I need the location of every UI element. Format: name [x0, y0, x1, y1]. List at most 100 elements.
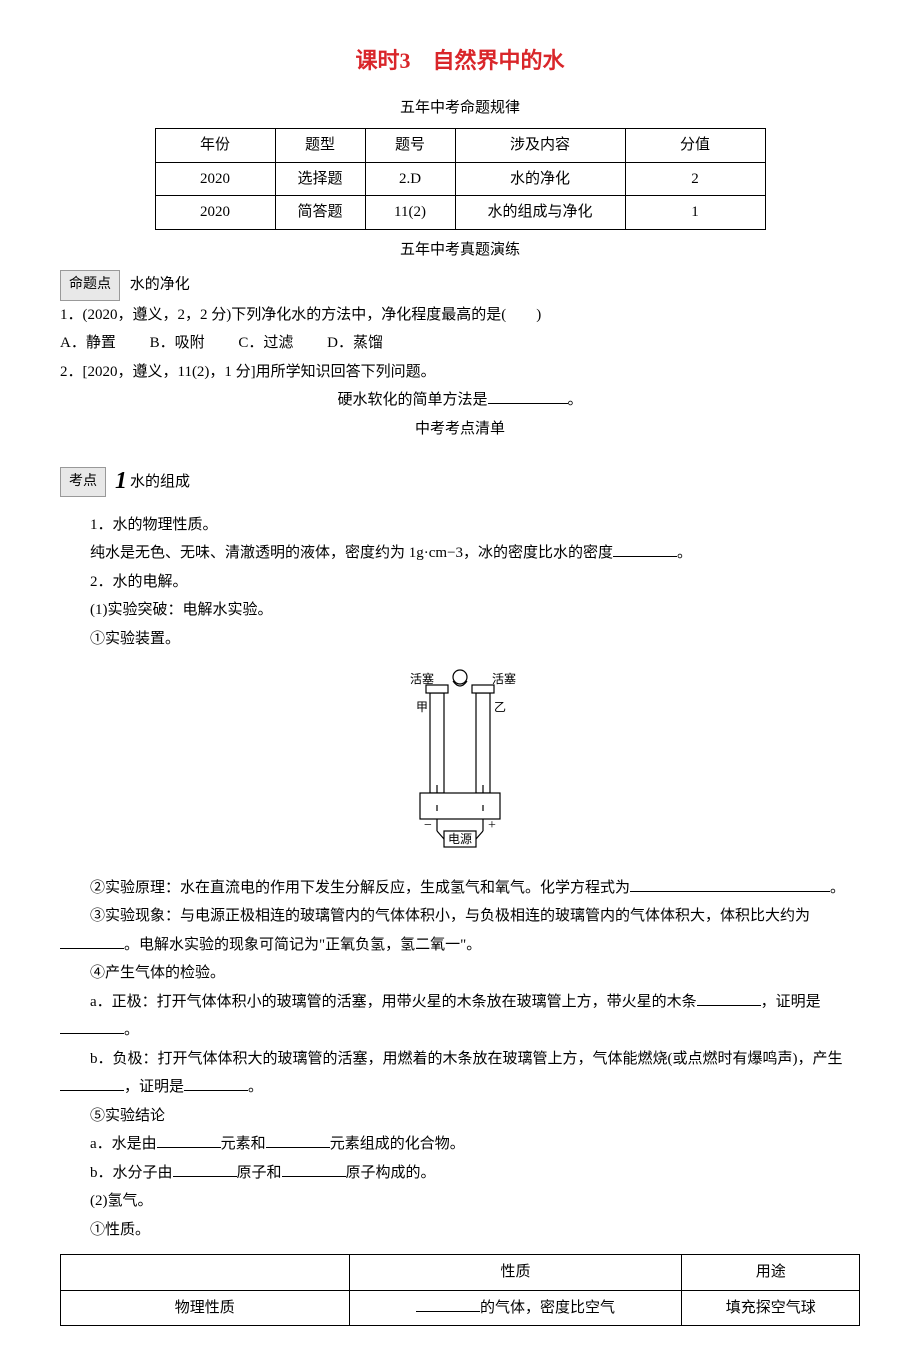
cell: 2	[625, 162, 765, 196]
kaodian-tag: 考点	[60, 467, 106, 498]
blank-field[interactable]	[157, 1132, 221, 1149]
th-blank	[61, 1255, 350, 1291]
topic-point-row: 命题点 水的净化	[60, 270, 860, 301]
q1-opt-b: B．吸附	[150, 335, 205, 351]
p-gas-negative: b．负极：打开气体体积大的玻璃管的活塞，用燃着的木条放在玻璃管上方，气体能燃烧(…	[60, 1045, 860, 1102]
text: ，证明是	[124, 1079, 184, 1095]
text: 原子构成的。	[346, 1165, 436, 1181]
row-property: 的气体，密度比空气	[349, 1290, 682, 1326]
th-use: 用途	[682, 1255, 860, 1291]
topic-tag: 命题点	[60, 270, 120, 301]
blank-field[interactable]	[416, 1295, 480, 1312]
text: 元素和	[221, 1136, 266, 1152]
table-row: 2020 简答题 11(2) 水的组成与净化 1	[155, 196, 765, 230]
diagram-svg: 活塞 活塞 甲 乙 − + 电源	[380, 663, 540, 853]
p-phenomenon-b: 。电解水实验的现象可简记为"正氧负氢，氢二氧一"。	[124, 937, 481, 953]
p-gas-positive: a．正极：打开气体体积小的玻璃管的活塞，用带火星的木条放在玻璃管上方，带火星的木…	[60, 988, 860, 1045]
cell: 2020	[155, 196, 275, 230]
th-year: 年份	[155, 129, 275, 163]
q1-opt-a: A．静置	[60, 335, 116, 351]
cell: 简答题	[275, 196, 365, 230]
q2-sub: 硬水软化的简单方法是。	[60, 386, 860, 415]
q1-opt-c: C．过滤	[238, 335, 293, 351]
blank-field[interactable]	[488, 388, 568, 405]
p-exp-breakthrough: (1)实验突破：电解水实验。	[60, 596, 860, 625]
subtitle-practice: 五年中考真题演练	[60, 236, 860, 265]
cell: 11(2)	[365, 196, 455, 230]
p-principle-text: ②实验原理：水在直流电的作用下发生分解反应，生成氢气和氧气。化学方程式为	[90, 880, 630, 896]
p-conclusion-title: ⑤实验结论	[60, 1102, 860, 1131]
q1-options: A．静置 B．吸附 C．过滤 D．蒸馏	[60, 329, 860, 358]
text: 原子和	[237, 1165, 282, 1181]
text: 元素组成的化合物。	[330, 1136, 465, 1152]
text: b．水分子由	[90, 1165, 173, 1181]
row-use: 填充探空气球	[682, 1290, 860, 1326]
p-gas-test-title: ④产生气体的检验。	[60, 959, 860, 988]
table-header-row: 性质 用途	[61, 1255, 860, 1291]
th-type: 题型	[275, 129, 365, 163]
text: 的气体，密度比空气	[480, 1300, 615, 1316]
cell: 2020	[155, 162, 275, 196]
lesson-title-text: 课时3 自然界中的水	[355, 48, 564, 73]
th-score: 分值	[625, 129, 765, 163]
label-plus: +	[488, 818, 496, 833]
p-phenomenon: ③实验现象：与电源正极相连的玻璃管内的气体体积小，与负极相连的玻璃管内的气体体积…	[60, 902, 860, 959]
label-source: 电源	[448, 832, 472, 846]
properties-table: 性质 用途 物理性质 的气体，密度比空气 填充探空气球	[60, 1254, 860, 1326]
th-property: 性质	[349, 1255, 682, 1291]
p-phys-title: 1．水的物理性质。	[60, 511, 860, 540]
p-electrolysis-title: 2．水的电解。	[60, 568, 860, 597]
topic-title: 水的净化	[130, 277, 190, 293]
label-right-cap: 活塞	[492, 671, 516, 686]
period: 。	[124, 1022, 139, 1038]
cell: 水的净化	[455, 162, 625, 196]
p-conclusion-b: b．水分子由 原子和 原子构成的。	[60, 1159, 860, 1188]
electrolysis-diagram: 活塞 活塞 甲 乙 − + 电源	[60, 663, 860, 864]
row-label: 物理性质	[61, 1290, 350, 1326]
rules-table: 年份 题型 题号 涉及内容 分值 2020 选择题 2.D 水的净化 2 202…	[155, 128, 766, 230]
p-phys-body: 纯水是无色、无味、清澈透明的液体，密度约为 1g·cm−3，冰的密度比水的密度 。	[60, 539, 860, 568]
q2-stem: 2．[2020，遵义，11(2)，1 分]用所学知识回答下列问题。	[60, 358, 860, 387]
lesson-title: 课时3 自然界中的水	[60, 40, 860, 82]
text: b．负极：打开气体体积大的玻璃管的活塞，用燃着的木条放在玻璃管上方，气体能燃烧(…	[90, 1051, 843, 1067]
label-right-tube: 乙	[494, 700, 506, 714]
cell: 选择题	[275, 162, 365, 196]
subtitle-rules: 五年中考命题规律	[60, 94, 860, 123]
blank-field[interactable]	[60, 1075, 124, 1092]
kaodian-num: 1	[115, 459, 127, 505]
q1-opt-d: D．蒸馏	[327, 335, 383, 351]
q1-stem: 1．(2020，遵义，2，2 分)下列净化水的方法中，净化程度最高的是( )	[60, 301, 860, 330]
label-minus: −	[424, 818, 432, 833]
blank-field[interactable]	[173, 1160, 237, 1177]
cell: 2.D	[365, 162, 455, 196]
kaodian-title: 水的组成	[130, 468, 190, 497]
p-phenomenon-a: ③实验现象：与电源正极相连的玻璃管内的气体体积小，与负极相连的玻璃管内的气体体积…	[90, 908, 810, 924]
cell: 1	[625, 196, 765, 230]
p-principle: ②实验原理：水在直流电的作用下发生分解反应，生成氢气和氧气。化学方程式为 。	[60, 874, 860, 903]
blank-field[interactable]	[60, 932, 124, 949]
kaodian-1-row: 考点 1 水的组成	[60, 459, 860, 505]
table-row: 物理性质 的气体，密度比空气 填充探空气球	[61, 1290, 860, 1326]
label-left-cap: 活塞	[410, 671, 434, 686]
th-content: 涉及内容	[455, 129, 625, 163]
blank-field[interactable]	[697, 989, 761, 1006]
blank-field[interactable]	[630, 875, 830, 892]
blank-field[interactable]	[282, 1160, 346, 1177]
text: ，证明是	[761, 994, 821, 1010]
q2-sub-text: 硬水软化的简单方法是	[337, 392, 487, 408]
table-header-row: 年份 题型 题号 涉及内容 分值	[155, 129, 765, 163]
blank-field[interactable]	[184, 1075, 248, 1092]
p-conclusion-a: a．水是由 元素和 元素组成的化合物。	[60, 1130, 860, 1159]
blank-field[interactable]	[60, 1018, 124, 1035]
period: 。	[248, 1079, 263, 1095]
blank-field[interactable]	[613, 541, 677, 558]
period: 。	[830, 880, 845, 896]
text: a．水是由	[90, 1136, 157, 1152]
period: 。	[677, 545, 692, 561]
cell: 水的组成与净化	[455, 196, 625, 230]
p-hydrogen: (2)氢气。	[60, 1187, 860, 1216]
table-row: 2020 选择题 2.D 水的净化 2	[155, 162, 765, 196]
p-device: ①实验装置。	[60, 625, 860, 654]
p-phys-text: 纯水是无色、无味、清澈透明的液体，密度约为 1g·cm−3，冰的密度比水的密度	[90, 545, 613, 561]
blank-field[interactable]	[266, 1132, 330, 1149]
